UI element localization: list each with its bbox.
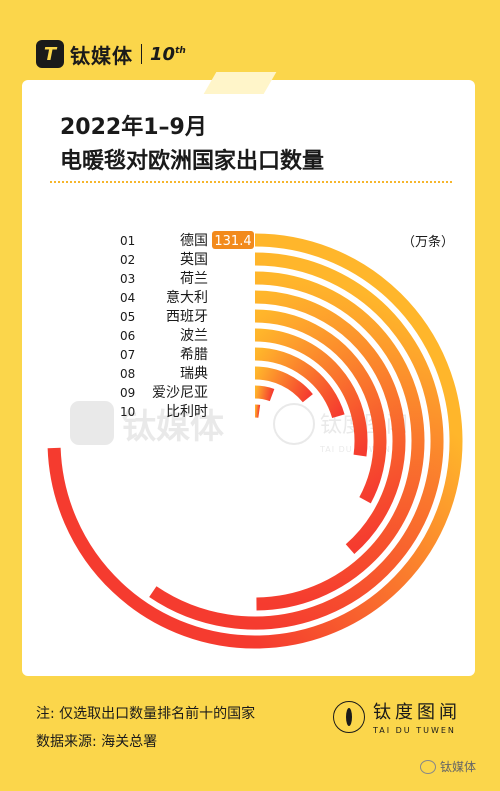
country-label: 意大利: [166, 289, 208, 306]
value-label: 131.4: [214, 234, 251, 249]
header-divider: [141, 44, 142, 64]
rank-label: 01: [120, 234, 135, 248]
country-label: 爱沙尼亚: [152, 385, 208, 401]
title-line-2: 电暖毯对欧洲国家出口数量: [60, 149, 325, 174]
tenth-number: 10: [150, 43, 176, 65]
rank-label: 02: [120, 253, 135, 267]
wechat-watermark: 钛媒体: [420, 758, 476, 775]
brand-name: 钛媒体: [70, 43, 133, 68]
country-label: 德国: [180, 233, 208, 249]
country-label: 瑞典: [180, 366, 208, 382]
unit-label: （万条）: [402, 234, 454, 250]
country-label: 波兰: [180, 328, 208, 344]
rank-label: 04: [120, 291, 135, 305]
arc-3: [254, 271, 425, 611]
chart-card: 2022年1–9月 电暖毯对欧洲国家出口数量 钛媒体 钛度图闻 TAI DU T…: [22, 80, 475, 676]
wechat-icon: [420, 759, 436, 774]
rank-label: 03: [120, 272, 135, 286]
arc-6: [254, 328, 368, 457]
arc-9: [254, 385, 275, 402]
country-label: 比利时: [166, 404, 208, 420]
rank-label: 05: [120, 310, 135, 324]
tmt-logo-icon: T: [36, 40, 64, 68]
tdtw-logo: 钛度图闻 TAI DU TUWEN: [333, 698, 461, 735]
arc-7: [254, 347, 345, 419]
wechat-name: 钛媒体: [440, 760, 477, 774]
watermark-brand: 钛媒体: [122, 407, 224, 447]
data-source: 数据来源: 海关总署: [36, 734, 158, 750]
title-divider: [50, 181, 452, 183]
rank-label: 10: [120, 405, 135, 419]
title-line-1: 2022年1–9月: [60, 115, 207, 140]
arc-1: [47, 233, 463, 649]
rank-label: 09: [120, 386, 135, 400]
tenth-suffix: th: [175, 45, 186, 56]
rank-label: 07: [120, 348, 135, 362]
arc-5: [254, 309, 387, 504]
tenth-anniversary-badge: 10th: [150, 44, 186, 65]
tdtw-en: TAI DU TUWEN: [373, 726, 456, 735]
rank-label: 08: [120, 367, 135, 381]
tdtw-cn: 钛度图闻: [373, 702, 461, 723]
country-label: 西班牙: [166, 309, 208, 325]
rank-label: 06: [120, 329, 135, 343]
eye-icon: [333, 700, 365, 733]
value-label-bg: [212, 231, 254, 249]
footnote: 注: 仅选取出口数量排名前十的国家: [36, 706, 256, 722]
arc-4: [254, 290, 406, 555]
arc-2: [149, 252, 444, 630]
watermark-logo-icon: [70, 401, 114, 445]
watermark-eye-icon: [273, 403, 315, 445]
chart-title: 2022年1–9月 电暖毯对欧洲国家出口数量: [60, 113, 324, 177]
country-label: 希腊: [180, 347, 208, 363]
country-label: 荷兰: [180, 271, 208, 287]
header: T 钛媒体 10th: [36, 38, 186, 70]
card-fold-decoration: [203, 72, 277, 94]
country-label: 英国: [180, 251, 208, 268]
arc-8: [254, 366, 313, 403]
